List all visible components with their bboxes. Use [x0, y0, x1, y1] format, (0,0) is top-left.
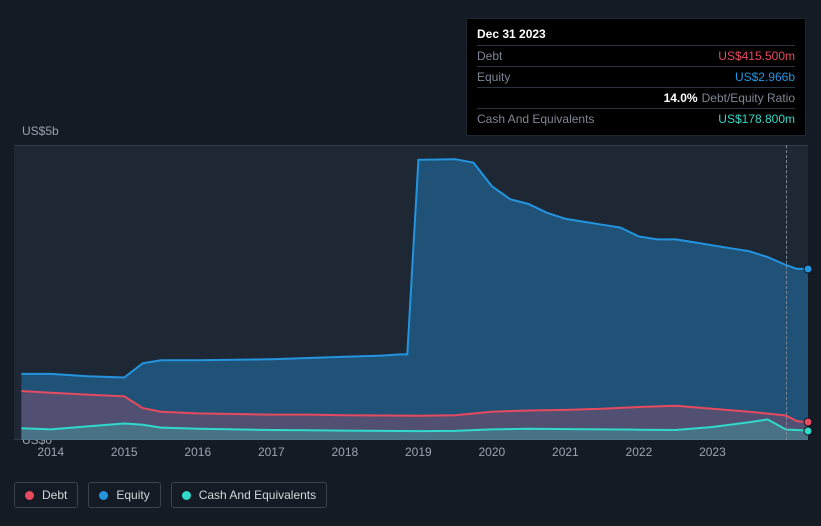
- legend-item[interactable]: Cash And Equivalents: [171, 482, 327, 508]
- x-tick-label: 2017: [258, 445, 285, 459]
- x-axis: 2014 2015 2016 2017 2018 2019 2020 2021 2022 2023: [14, 445, 808, 465]
- x-tick-label: 2016: [184, 445, 211, 459]
- chart-tooltip: Dec 31 2023 Debt US$415.500m Equity US$2.96…: [466, 18, 806, 136]
- series-end-dot: [804, 426, 813, 435]
- chart-area: [14, 145, 808, 440]
- cursor-line: [786, 145, 787, 440]
- tooltip-label: Cash And Equivalents: [477, 112, 594, 126]
- tooltip-value-rest: Debt/Equity Ratio: [702, 91, 795, 105]
- tooltip-row: Equity US$2.966b: [477, 67, 795, 88]
- legend-label: Equity: [116, 488, 149, 502]
- tooltip-label: Equity: [477, 70, 510, 84]
- tooltip-row: 14.0% Debt/Equity Ratio: [477, 88, 795, 109]
- legend: Debt Equity Cash And Equivalents: [14, 482, 327, 508]
- tooltip-value-strong: 14.0%: [664, 91, 698, 105]
- tooltip-rows: Debt US$415.500m Equity US$2.966b 14.0% Debt/…: [477, 46, 795, 129]
- legend-dot-icon: [182, 491, 191, 500]
- legend-item[interactable]: Equity: [88, 482, 160, 508]
- x-tick-label: 2021: [552, 445, 579, 459]
- x-tick-label: 2023: [699, 445, 726, 459]
- x-tick-label: 2022: [626, 445, 653, 459]
- series-end-dot: [804, 264, 813, 273]
- tooltip-date: Dec 31 2023: [477, 25, 795, 46]
- y-tick-label: US$5b: [22, 124, 59, 138]
- tooltip-value: US$2.966b: [735, 70, 795, 84]
- legend-label: Debt: [42, 488, 67, 502]
- tooltip-value: US$178.800m: [718, 112, 795, 126]
- legend-label: Cash And Equivalents: [199, 488, 316, 502]
- legend-item[interactable]: Debt: [14, 482, 78, 508]
- legend-dot-icon: [25, 491, 34, 500]
- tooltip-row: Cash And Equivalents US$178.800m: [477, 109, 795, 129]
- x-tick-label: 2020: [479, 445, 506, 459]
- x-tick-label: 2019: [405, 445, 432, 459]
- tooltip-value: US$415.500m: [718, 49, 795, 63]
- tooltip-label: Debt: [477, 49, 502, 63]
- x-tick-label: 2018: [331, 445, 358, 459]
- legend-dot-icon: [99, 491, 108, 500]
- tooltip-row: Debt US$415.500m: [477, 46, 795, 67]
- x-tick-label: 2014: [37, 445, 64, 459]
- x-tick-label: 2015: [111, 445, 138, 459]
- plot-svg: [14, 145, 808, 440]
- series-area: [21, 159, 808, 440]
